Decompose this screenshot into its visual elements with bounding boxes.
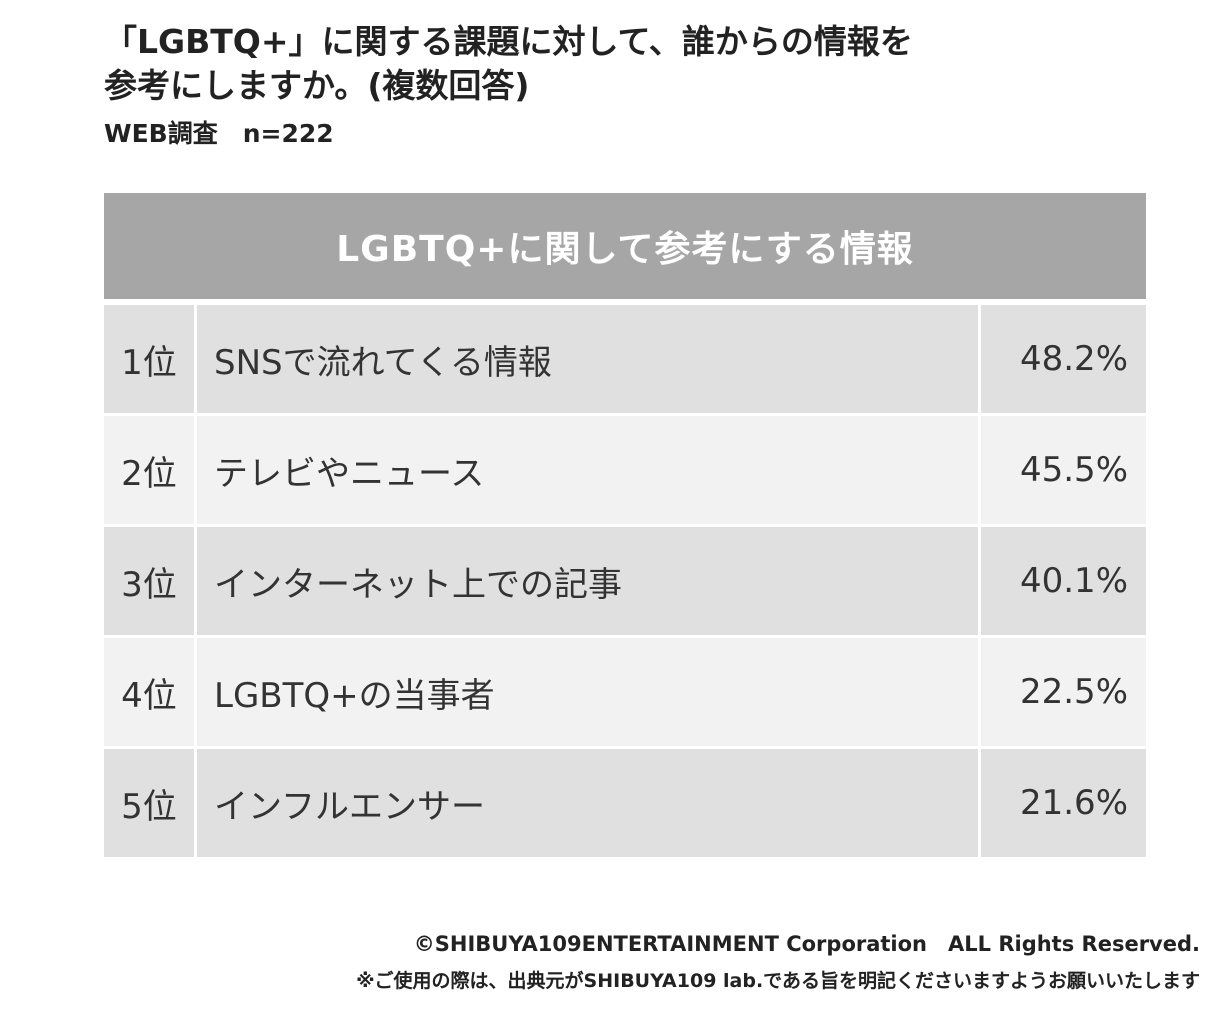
chart-title-line-1: 「LGBTQ+」に関する課題に対して、誰からの情報を (104, 22, 913, 61)
value-cell: 21.6% (981, 749, 1146, 857)
table-row: 3位 インターネット上での記事 40.1% (104, 527, 1146, 638)
survey-subtitle: WEB調査 n=222 (104, 119, 334, 148)
label-cell: インフルエンサー (197, 749, 981, 857)
table-header: LGBTQ+に関して参考にする情報 (104, 193, 1146, 305)
value-cell: 22.5% (981, 638, 1146, 746)
chart-title: 「LGBTQ+」に関する課題に対して、誰からの情報を 参考にしますか。(複数回答… (104, 20, 1104, 108)
rank-cell: 3位 (104, 527, 197, 635)
table-row: 5位 インフルエンサー 21.6% (104, 749, 1146, 857)
value-cell: 45.5% (981, 416, 1146, 524)
table-row: 1位 SNSで流れてくる情報 48.2% (104, 305, 1146, 416)
label-cell: SNSで流れてくる情報 (197, 305, 981, 413)
rank-cell: 2位 (104, 416, 197, 524)
rank-cell: 1位 (104, 305, 197, 413)
value-cell: 40.1% (981, 527, 1146, 635)
copyright-notice: ©SHIBUYA109ENTERTAINMENT Corporation ALL… (413, 932, 1200, 956)
table-row: 4位 LGBTQ+の当事者 22.5% (104, 638, 1146, 749)
rank-cell: 5位 (104, 749, 197, 857)
label-cell: インターネット上での記事 (197, 527, 981, 635)
chart-title-line-2: 参考にしますか。(複数回答) (104, 66, 530, 105)
usage-notice: ※ご使用の際は、出典元がSHIBUYA109 lab.である旨を明記くださいます… (356, 970, 1200, 992)
table-row: 2位 テレビやニュース 45.5% (104, 416, 1146, 527)
ranking-table: LGBTQ+に関して参考にする情報 1位 SNSで流れてくる情報 48.2% 2… (104, 193, 1146, 857)
value-cell: 48.2% (981, 305, 1146, 413)
label-cell: テレビやニュース (197, 416, 981, 524)
rank-cell: 4位 (104, 638, 197, 746)
label-cell: LGBTQ+の当事者 (197, 638, 981, 746)
